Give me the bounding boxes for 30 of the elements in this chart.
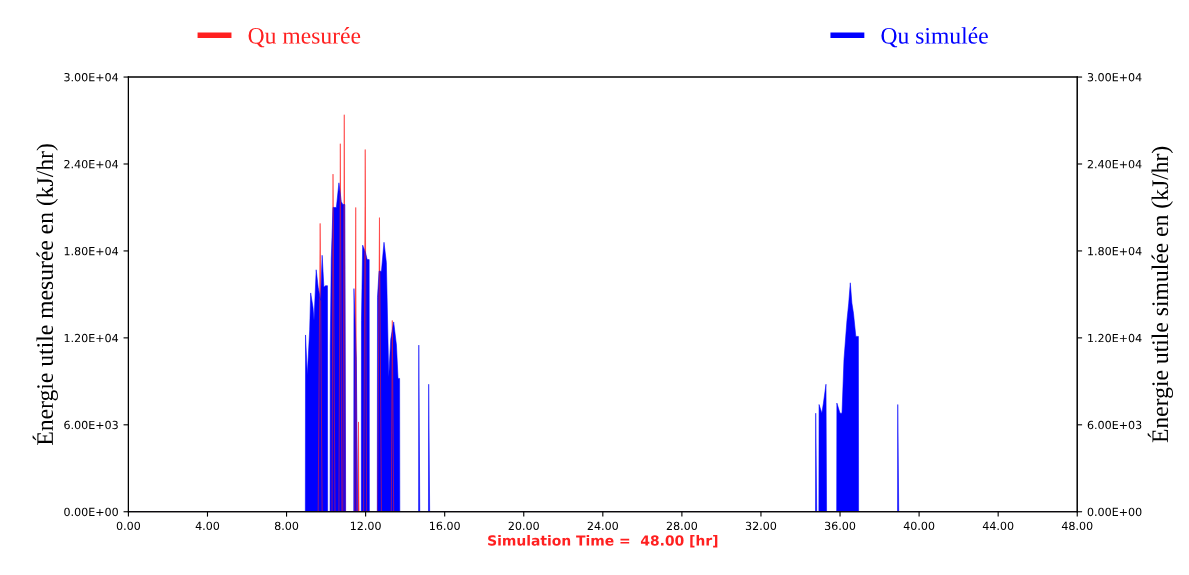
x-tick-label: 16.00 — [430, 521, 460, 531]
y2-axis-title: Énergie utile simulée en (kJ/hr) — [1147, 146, 1174, 443]
x-tick-label: 20.00 — [508, 521, 539, 531]
x-tick-label: 24.00 — [587, 521, 618, 531]
legend-label: Qu simulée — [881, 27, 988, 48]
x-axis-title: Simulation Time = 48.00 [hr] — [488, 535, 718, 548]
y-tick-label: 6.00E+03 — [64, 420, 118, 430]
y-tick-label: 3.00E+04 — [64, 73, 119, 82]
legend-label: Qu mesurée — [248, 27, 361, 48]
x-tick-label: 8.00 — [274, 521, 299, 531]
x-tick-label: 32.00 — [745, 521, 777, 531]
x-tick-label: 48.00 — [1061, 521, 1093, 531]
x-tick-label: 40.00 — [903, 521, 935, 531]
y2-tick-label: 1.20E+04 — [1088, 333, 1142, 343]
y2-tick-label: 2.40E+04 — [1087, 159, 1142, 169]
x-tick-label: 4.00 — [195, 521, 220, 531]
y-tick-label: 1.80E+04 — [64, 246, 119, 256]
x-tick-label: 36.00 — [824, 521, 856, 531]
x-tick-label: 28.00 — [666, 521, 698, 531]
y2-tick-label: 6.00E+03 — [1087, 420, 1142, 430]
y2-tick-label: 3.00E+04 — [1087, 73, 1142, 82]
y-tick-label: 0.00E+00 — [64, 507, 118, 517]
x-tick-label: 12.00 — [350, 521, 381, 531]
y-tick-label: 2.40E+04 — [64, 159, 119, 169]
x-tick-label: 44.00 — [982, 521, 1014, 531]
y-axis-title: Énergie utile mesurée en (kJ/hr) — [32, 144, 58, 445]
y-tick-label: 1.20E+04 — [64, 333, 119, 343]
y2-tick-label: 0.00E+00 — [1087, 507, 1142, 517]
y2-tick-label: 1.80E+04 — [1088, 246, 1142, 256]
x-tick-label: 0.00 — [116, 521, 141, 531]
